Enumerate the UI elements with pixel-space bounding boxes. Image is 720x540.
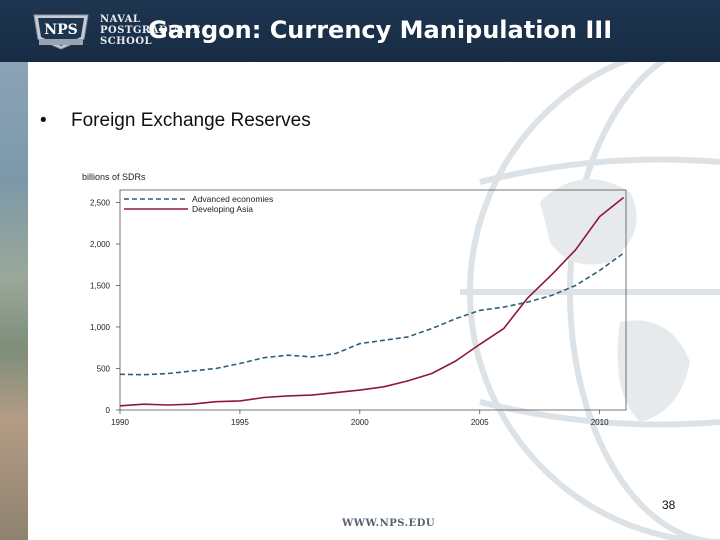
school-name: NAVAL POSTGRADUATE SCHOOL — [100, 14, 201, 47]
campus-photo-strip — [0, 62, 28, 540]
slide-title: Gangon: Currency Manipulation III — [148, 16, 613, 44]
y-tick-label: 2,000 — [90, 240, 111, 249]
globe-watermark — [460, 62, 720, 540]
legend-label-0: Advanced economies — [192, 194, 273, 204]
x-tick-label: 2005 — [471, 418, 489, 427]
header-bar: NPS NAVAL POSTGRADUATE SCHOOL Gangon: Cu… — [0, 0, 720, 62]
school-name-line-2: POSTGRADUATE — [100, 25, 201, 36]
y-axis-label: billions of SDRs — [82, 172, 146, 182]
logo-text: NPS — [44, 22, 77, 38]
y-tick-label: 500 — [97, 364, 111, 373]
y-tick-label: 2,500 — [90, 198, 111, 207]
y-tick-label: 1,500 — [90, 281, 111, 290]
legend-label-1: Developing Asia — [192, 204, 253, 214]
plot-frame — [119, 189, 627, 411]
school-name-line-3: SCHOOL — [100, 36, 153, 47]
series-line-1 — [119, 196, 625, 407]
y-tick-label: 0 — [106, 406, 111, 415]
x-tick-label: 1995 — [231, 418, 249, 427]
x-tick-label: 1990 — [111, 418, 129, 427]
page-number: 38 — [662, 498, 676, 512]
x-tick-label: 2000 — [351, 418, 369, 427]
footer-url: WWW.NPS.EDU — [342, 518, 436, 529]
school-name-line-1: NAVAL — [100, 14, 141, 25]
x-tick-label: 2010 — [591, 418, 609, 427]
bullet-marker: • — [40, 110, 47, 131]
reserves-chart: billions of SDRs 0 500 1,000 1,500 2,000 2,500… — [82, 172, 627, 427]
bullet-text: Foreign Exchange Reserves — [71, 110, 311, 131]
nps-logo-icon: NPS — [33, 14, 89, 50]
series-line-0 — [119, 252, 625, 376]
y-tick-label: 1,000 — [90, 323, 111, 332]
